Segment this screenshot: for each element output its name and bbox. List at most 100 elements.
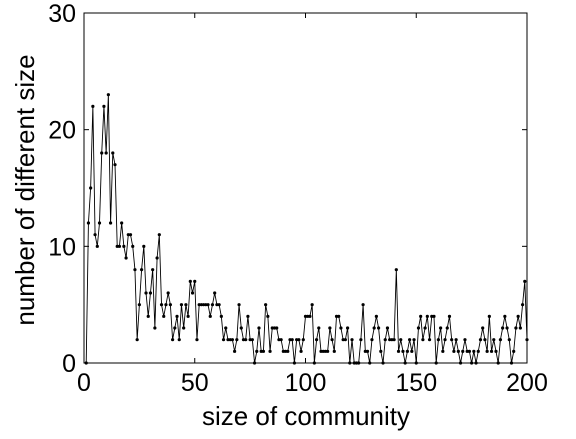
data-point [226, 338, 230, 342]
data-point [257, 326, 261, 330]
data-point [458, 361, 463, 365]
data-point [374, 314, 378, 318]
data-point [383, 338, 387, 342]
data-point [230, 338, 235, 342]
data-point [217, 303, 221, 307]
data-point [126, 233, 130, 237]
data-point [452, 349, 456, 353]
data-point [514, 326, 518, 330]
x-axis-title: size of community [202, 401, 410, 431]
data-point [376, 326, 381, 330]
data-point [131, 244, 135, 248]
data-point [523, 279, 527, 283]
data-point [390, 338, 394, 342]
data-point [182, 326, 186, 330]
data-point [252, 361, 257, 365]
data-point [213, 291, 217, 295]
data-point [139, 268, 144, 272]
data-point [339, 326, 343, 330]
x-tick-label: 100 [285, 369, 327, 397]
data-point [295, 338, 299, 342]
data-point [416, 326, 421, 330]
data-point [357, 361, 361, 365]
data-point [439, 326, 443, 330]
data-point [177, 338, 181, 342]
data-point [345, 326, 350, 330]
data-point [518, 326, 522, 330]
data-point [124, 256, 128, 260]
data-point [173, 326, 177, 330]
data-point [423, 326, 427, 330]
data-point [100, 151, 104, 155]
plot-frame [83, 12, 528, 364]
data-point [328, 326, 332, 330]
data-point [102, 104, 106, 108]
data-point [494, 349, 498, 353]
data-point [363, 349, 367, 353]
data-point [120, 221, 124, 225]
data-point [330, 338, 334, 342]
data-point [445, 326, 449, 330]
data-point [474, 361, 478, 365]
data-point [385, 326, 390, 330]
data-point [113, 163, 117, 167]
data-point [359, 338, 363, 342]
data-point [456, 349, 460, 353]
data-point [104, 151, 108, 155]
y-axis: 0 10 20 30 [48, 0, 527, 378]
data-point [122, 244, 126, 248]
data-point [108, 221, 113, 225]
data-point [283, 349, 288, 353]
data-point [370, 338, 374, 342]
data-point [341, 338, 345, 342]
data-point [343, 338, 347, 342]
data-point [235, 338, 239, 342]
data-point [106, 93, 110, 97]
data-point [498, 338, 503, 342]
data-point [137, 303, 141, 307]
data-point [233, 349, 237, 353]
data-point [221, 338, 226, 342]
data-point [365, 349, 370, 353]
x-tick-label: 200 [506, 369, 548, 397]
data-point [275, 326, 279, 330]
data-point [381, 361, 385, 365]
data-point [483, 338, 487, 342]
data-point [503, 314, 507, 318]
data-point [188, 279, 192, 283]
data-point [308, 314, 312, 318]
data-point [312, 361, 316, 365]
data-point [472, 349, 476, 353]
data-point [115, 244, 119, 248]
data-point [478, 338, 483, 342]
data-point [93, 233, 97, 237]
data-point [155, 256, 159, 260]
data-point [379, 349, 383, 353]
data-point [144, 291, 148, 295]
data-point [323, 349, 328, 353]
data-point [372, 326, 376, 330]
data-point [520, 303, 525, 307]
data-point [261, 349, 266, 353]
data-point [334, 314, 339, 318]
data-point [319, 349, 323, 353]
data-point [89, 186, 93, 190]
data-point [259, 349, 263, 353]
data-point [197, 303, 201, 307]
data-point [195, 338, 199, 342]
data-point [270, 326, 274, 330]
plot-area [83, 12, 529, 365]
data-point [337, 314, 341, 318]
data-point [303, 314, 308, 318]
data-point [264, 303, 268, 307]
data-point [352, 361, 356, 365]
data-point [434, 361, 438, 365]
y-axis-title: number of different size [10, 54, 40, 325]
x-tick-label: 50 [181, 369, 209, 397]
data-point [166, 291, 170, 295]
data-point [476, 349, 480, 353]
data-point [450, 338, 454, 342]
data-point [281, 349, 285, 353]
data-point [301, 338, 305, 342]
